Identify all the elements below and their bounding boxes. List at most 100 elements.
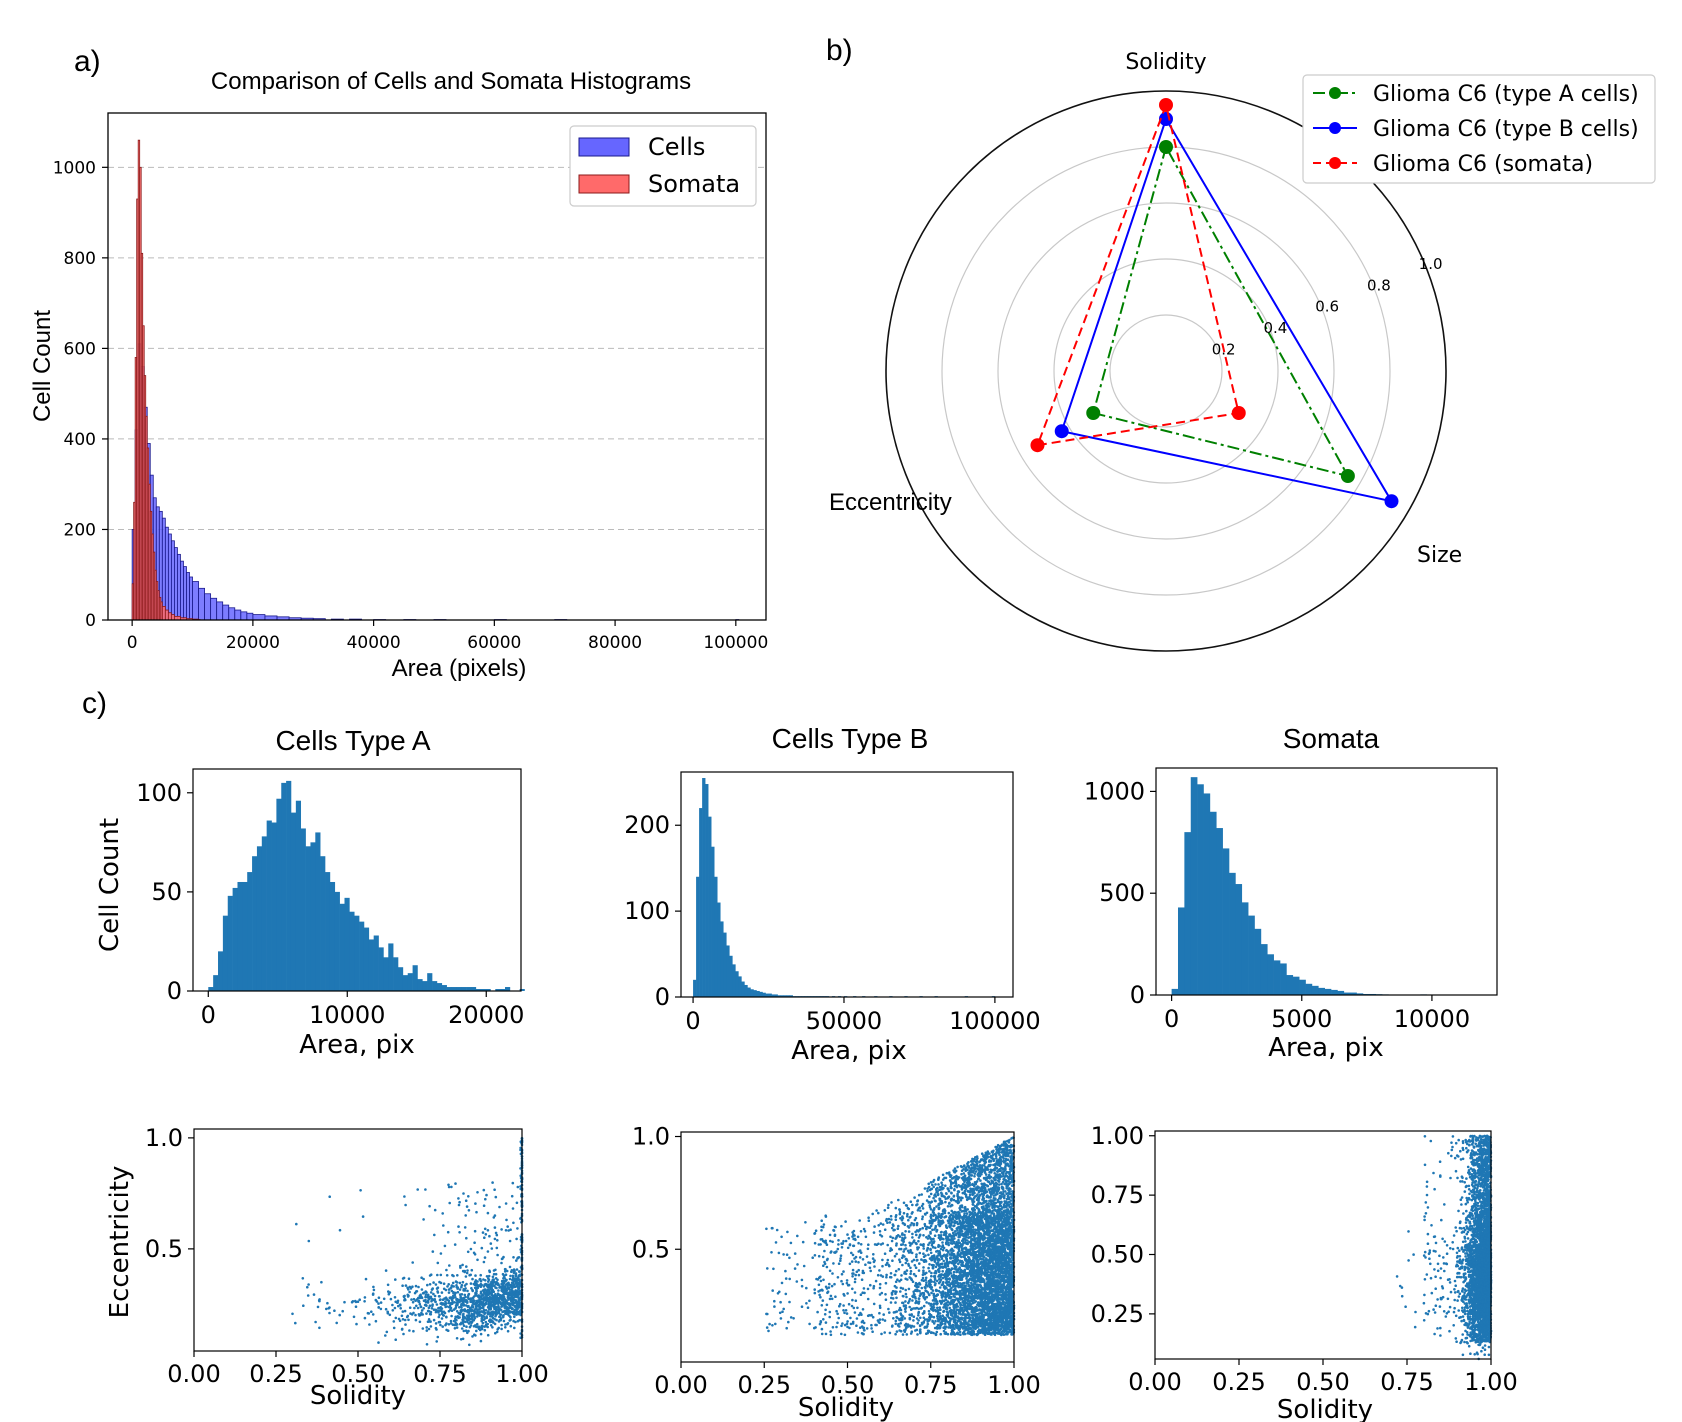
- c4-point: [480, 1246, 484, 1250]
- c4-point: [418, 1302, 422, 1306]
- c5-point: [919, 1316, 922, 1320]
- c4-point: [412, 1329, 415, 1333]
- c4-point: [456, 1299, 460, 1302]
- c1-bar-26: [334, 891, 340, 991]
- c1-bar-4: [227, 895, 233, 991]
- c4-point: [408, 1306, 412, 1309]
- c4-point: [436, 1309, 439, 1313]
- c4-point: [439, 1306, 443, 1309]
- c1-bar-32: [363, 927, 370, 991]
- c2-bar-11: [726, 945, 730, 997]
- chart-b-rtick-label-2: 0.6: [1315, 298, 1339, 316]
- c4-point: [404, 1298, 407, 1302]
- c1-bar-35: [378, 947, 384, 991]
- c4-point: [454, 1182, 457, 1185]
- c2-bar-9: [720, 921, 724, 997]
- c1-bar-27: [339, 903, 345, 991]
- c4-point: [470, 1268, 474, 1272]
- c4-point: [510, 1194, 514, 1198]
- c4-point: [478, 1308, 481, 1311]
- c4-point: [453, 1243, 457, 1246]
- c4-point: [437, 1315, 441, 1319]
- c5-point: [878, 1311, 881, 1315]
- c1-bar-45: [427, 973, 433, 991]
- c4-point: [374, 1319, 378, 1323]
- c4-point: [312, 1293, 316, 1296]
- c5-point: [926, 1189, 929, 1193]
- c5-point: [920, 1258, 923, 1261]
- c4-point: [493, 1307, 496, 1311]
- c2-bar-13: [732, 964, 736, 997]
- c4-point: [466, 1289, 469, 1293]
- c5-point: [908, 1241, 911, 1245]
- chart-b: 0.20.40.60.81.0 Solidity Eccentricity Si…: [829, 50, 1656, 652]
- c4-point: [328, 1311, 331, 1315]
- c5-point: [935, 1191, 938, 1194]
- c5-point: [873, 1265, 876, 1268]
- c5-point: [825, 1303, 829, 1307]
- c5-point: [902, 1201, 906, 1205]
- chart-c4-xlabel: Solidity: [310, 1381, 406, 1411]
- c4-point: [464, 1214, 468, 1217]
- c4-point: [422, 1277, 425, 1281]
- c4-point: [493, 1214, 497, 1217]
- c5-point: [919, 1209, 922, 1213]
- c4-point: [418, 1320, 422, 1324]
- c1-bar-34: [373, 935, 379, 991]
- chart-b-ring-4: [885, 90, 1447, 652]
- c4-point: [509, 1315, 512, 1319]
- c2-bar-30: [783, 995, 787, 997]
- c4-point: [374, 1298, 378, 1302]
- c4-point: [455, 1322, 458, 1326]
- c4-point: [445, 1315, 448, 1319]
- c4-point: [403, 1318, 407, 1322]
- chart-a-bar-cells-23: [210, 597, 218, 621]
- c4-point: [307, 1283, 310, 1286]
- chart-a-legend-swatch-somata: [578, 174, 630, 194]
- c5-point: [946, 1332, 950, 1336]
- c5-point: [886, 1258, 890, 1262]
- c4-point: [341, 1309, 345, 1313]
- c4-point: [509, 1228, 512, 1231]
- c4-point: [477, 1284, 481, 1287]
- c4-point: [431, 1250, 435, 1253]
- c5-point: [891, 1223, 895, 1226]
- c5-point: [938, 1306, 942, 1309]
- chart-c3-title: Somata: [1283, 723, 1380, 754]
- c4-point: [320, 1280, 323, 1284]
- c4-point: [294, 1321, 297, 1325]
- c4-point: [487, 1293, 490, 1296]
- c4-point: [435, 1287, 439, 1290]
- c4-point: [487, 1274, 491, 1278]
- c5-point: [935, 1302, 939, 1306]
- chart-a-bar-cells-11: [164, 526, 169, 621]
- c4-point: [518, 1298, 522, 1302]
- c4-point: [399, 1307, 403, 1310]
- chart-c4-points: [291, 1136, 524, 1347]
- c5-point: [904, 1243, 907, 1247]
- c5-point: [788, 1277, 791, 1281]
- c4-point: [440, 1317, 444, 1320]
- c3-xtick-label-0: 0: [1164, 1005, 1179, 1033]
- c4-point: [517, 1312, 520, 1316]
- c4-point: [402, 1332, 405, 1336]
- c4-point: [501, 1294, 505, 1298]
- c4-point: [459, 1293, 462, 1296]
- c4-point: [459, 1295, 462, 1299]
- c4-point: [435, 1303, 439, 1306]
- c5-point: [827, 1286, 831, 1289]
- c4-point: [354, 1299, 357, 1303]
- c4-point: [359, 1189, 362, 1192]
- c5-point: [796, 1234, 799, 1238]
- c4-point: [465, 1265, 468, 1268]
- c4-point: [458, 1306, 461, 1309]
- c5-point: [978, 1193, 982, 1197]
- c4-point: [491, 1275, 495, 1279]
- c5-point: [883, 1319, 887, 1322]
- c4-point: [491, 1298, 495, 1302]
- chart-b-ring-3: [941, 146, 1391, 596]
- c3-bar-27: [1343, 992, 1351, 995]
- c4-point: [449, 1287, 452, 1290]
- chart-a-legend: Cells Somata: [569, 125, 757, 207]
